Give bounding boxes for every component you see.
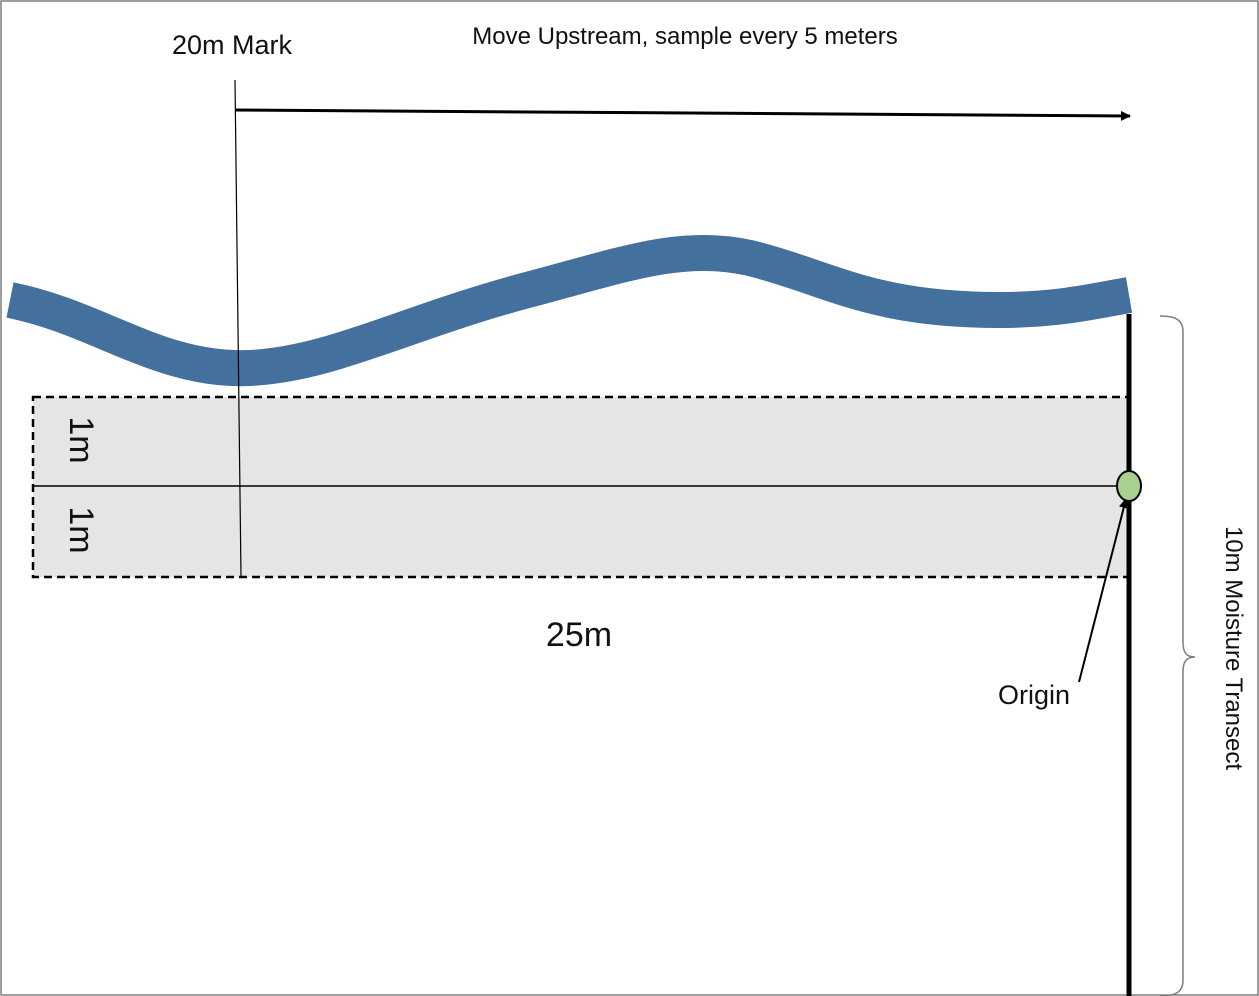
stream [6, 234, 1133, 387]
half-width-upper-label: 1m [62, 416, 100, 463]
transect-brace [1159, 315, 1196, 996]
origin-marker [1116, 470, 1142, 502]
20m-mark-line [234, 79, 242, 578]
plot-width-label: 25m [546, 616, 612, 654]
upstream-arrow [235, 108, 1131, 121]
transect-label: 10m Moisture Transect [1220, 526, 1247, 770]
direction-label: Move Upstream, sample every 5 meters [472, 23, 897, 50]
origin-pointer-arrow [1078, 498, 1129, 683]
origin-label: Origin [998, 680, 1070, 710]
half-width-lower-label: 1m [62, 506, 100, 553]
20m-mark-label: 20m Mark [172, 30, 293, 60]
sampling-plot [31, 395, 1131, 579]
